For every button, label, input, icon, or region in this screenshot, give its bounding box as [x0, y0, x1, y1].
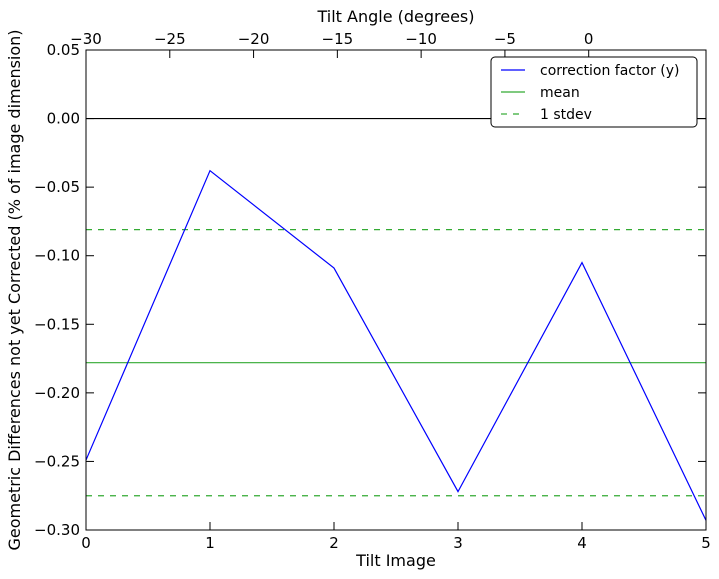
y-tick-label: 0.05: [47, 41, 80, 59]
top-tick-label: −20: [238, 30, 270, 48]
top-tick-label: −15: [322, 30, 354, 48]
legend-box: [490, 56, 698, 128]
plot-area: [86, 50, 706, 530]
y-tick-label: −0.15: [34, 315, 80, 333]
y-tick-label: −0.25: [34, 452, 80, 470]
top-tick-label: −5: [494, 30, 516, 48]
y-tick-label: −0.30: [34, 521, 80, 539]
y-axis-label: Geometric Differences not yet Corrected …: [5, 29, 24, 550]
legend-label-mean: mean: [540, 85, 580, 101]
y-tick-label: −0.10: [34, 247, 80, 265]
x-axis-label: Tilt Image: [355, 551, 436, 570]
y-tick-label: −0.05: [34, 178, 80, 196]
x-tick-label: 2: [329, 534, 339, 552]
top-tick-label: −25: [154, 30, 186, 48]
x-tick-label: 4: [577, 534, 587, 552]
y-tick-label: −0.20: [34, 384, 80, 402]
x-tick-label: 3: [453, 534, 463, 552]
top-axis-label: Tilt Angle (degrees): [316, 7, 474, 26]
top-tick-label: −10: [405, 30, 437, 48]
correction-factor-line: [85, 169, 707, 521]
legend-label-stdev: 1 stdev: [540, 107, 592, 123]
legend: correction factor (y) mean 1 stdev: [490, 56, 698, 128]
y-tick-label: 0.00: [47, 110, 80, 128]
x-tick-label: 0: [81, 534, 91, 552]
top-tick-label: 0: [584, 30, 594, 48]
plot-frame: [85, 49, 707, 531]
top-tick-label: −30: [70, 30, 102, 48]
x-tick-label: 1: [205, 534, 215, 552]
x-tick-label: 5: [701, 534, 711, 552]
legend-label-correction: correction factor (y): [540, 63, 679, 79]
